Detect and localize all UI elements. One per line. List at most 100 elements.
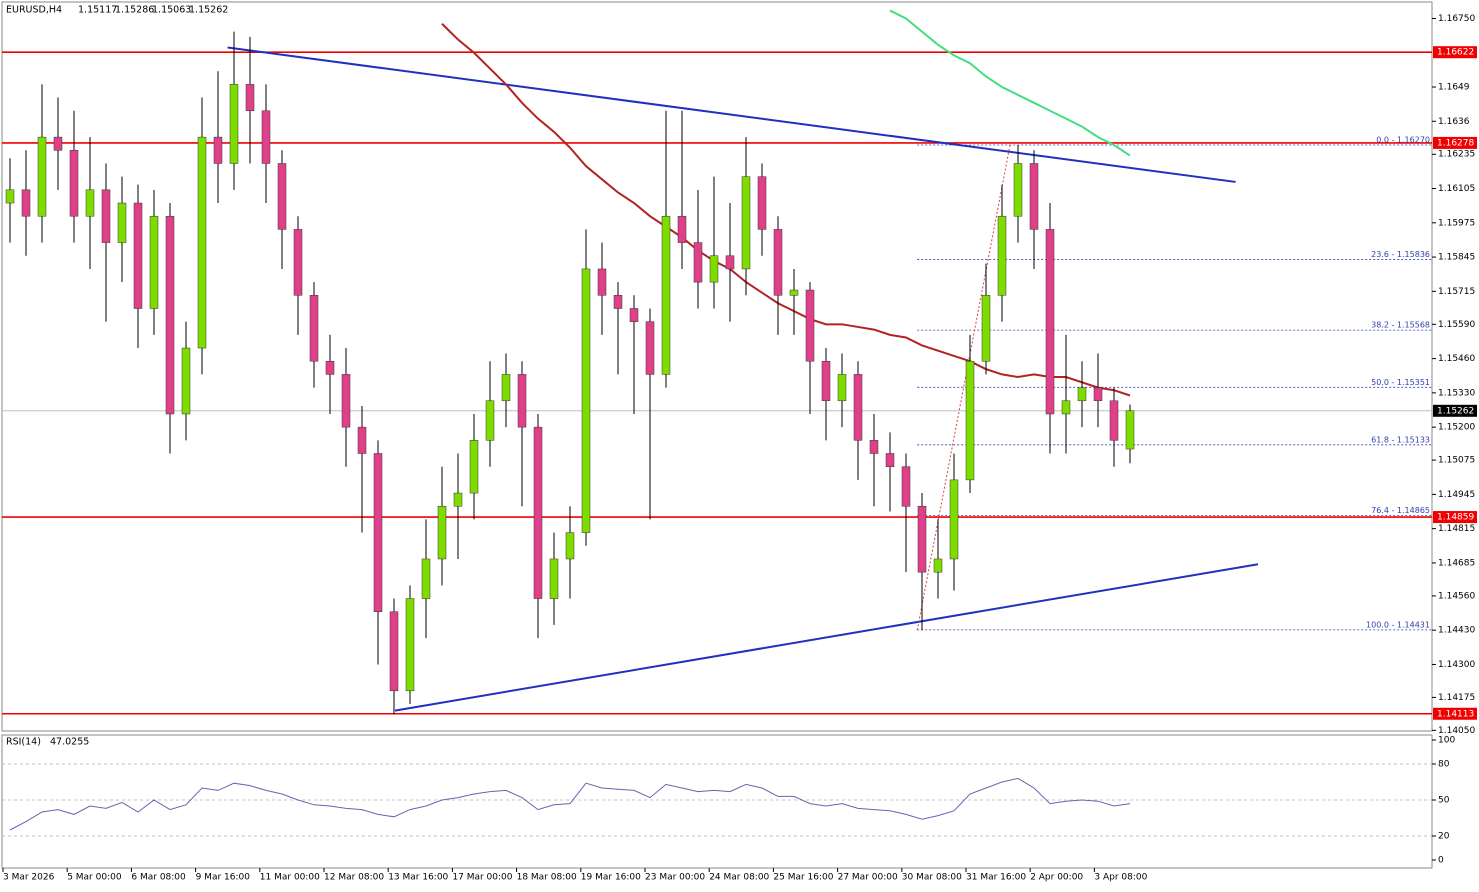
- y-tick-label: 1.14560: [1438, 591, 1475, 601]
- candle-body: [677, 215, 687, 243]
- y-tick-label: 1.1636: [1438, 117, 1470, 127]
- candle-body: [1109, 400, 1119, 441]
- rsi-value: 47.0255: [50, 737, 89, 748]
- level-tag: [1433, 136, 1477, 149]
- price-tag: [1433, 404, 1477, 417]
- candle-body: [165, 215, 175, 415]
- candle-body: [405, 598, 415, 692]
- candle-body: [1061, 400, 1071, 415]
- rsi-tick-label: 100: [1438, 736, 1455, 746]
- y-tick-label: 1.15590: [1438, 320, 1475, 330]
- candle-body: [949, 479, 959, 560]
- x-tick-label: 23 Mar 00:00: [645, 873, 705, 883]
- candle-body: [805, 289, 815, 362]
- fib-label: 0.0 - 1.16270: [1376, 136, 1430, 145]
- candle-body: [69, 150, 79, 217]
- x-tick-label: 6 Mar 08:00: [131, 873, 186, 883]
- fib-label: 76.4 - 1.14865: [1371, 506, 1430, 515]
- candle-body: [885, 453, 895, 467]
- trendline: [227, 46, 1236, 183]
- candle-body: [549, 558, 559, 599]
- fib-label: 100.0 - 1.14431: [1366, 620, 1430, 629]
- candle-body: [773, 229, 783, 296]
- candle-body: [181, 347, 191, 415]
- candle-body: [469, 440, 479, 494]
- candle-body: [693, 242, 703, 283]
- x-tick-label: 17 Mar 00:00: [452, 873, 512, 883]
- x-tick-label: 5 Mar 00:00: [67, 873, 122, 883]
- candle-body: [101, 189, 111, 243]
- candle-body: [1093, 387, 1103, 402]
- level-label: 1.16278: [1437, 138, 1474, 148]
- x-tick-label: 27 Mar 00:00: [838, 873, 898, 883]
- rsi-panel: [1, 734, 1433, 869]
- y-tick-label: 1.14815: [1438, 524, 1475, 534]
- x-tick-label: 18 Mar 08:00: [517, 873, 577, 883]
- rsi-tick-label: 50: [1438, 796, 1450, 806]
- candle-body: [389, 611, 399, 692]
- candle-body: [965, 360, 975, 481]
- candle-body: [1077, 387, 1087, 402]
- candle-body: [533, 426, 543, 599]
- x-tick-label: 24 Mar 08:00: [709, 873, 769, 883]
- candle-body: [37, 136, 47, 217]
- candle-body: [1029, 163, 1039, 230]
- candle-body: [821, 360, 831, 402]
- candle-body: [853, 374, 863, 441]
- candle-body: [1013, 163, 1023, 217]
- candle-body: [901, 466, 911, 507]
- candle-body: [981, 295, 991, 362]
- candle-body: [597, 268, 607, 296]
- moving-average: [889, 9, 1131, 157]
- y-tick-label: 1.15975: [1438, 218, 1475, 228]
- x-tick-label: 30 Mar 08:00: [902, 873, 962, 883]
- main-panel: [1, 1, 1433, 732]
- candle-body: [517, 374, 527, 428]
- y-tick-label: 1.16105: [1438, 184, 1475, 194]
- candle-body: [741, 176, 751, 270]
- y-tick-label: 1.14050: [1438, 726, 1475, 736]
- candle-body: [357, 426, 367, 454]
- candle-body: [917, 505, 927, 573]
- x-tick-label: 31 Mar 16:00: [966, 873, 1026, 883]
- x-tick-label: 3 Mar 2026: [3, 873, 55, 883]
- level-tag: [1433, 46, 1477, 59]
- candle-body: [421, 558, 431, 599]
- x-tick-label: 12 Mar 08:00: [324, 873, 384, 883]
- candle-body: [245, 84, 255, 111]
- candle-body: [5, 189, 15, 204]
- candle-body: [437, 505, 447, 560]
- candle-body: [1125, 410, 1135, 450]
- candle-body: [933, 558, 943, 573]
- candle-body: [1045, 229, 1055, 415]
- candle-body: [53, 136, 63, 151]
- fib-label: 61.8 - 1.15133: [1371, 435, 1430, 444]
- x-tick-label: 3 Apr 08:00: [1094, 873, 1147, 883]
- candle-body: [757, 176, 767, 230]
- candle-body: [21, 189, 31, 217]
- rsi-plot: [2, 763, 1432, 837]
- x-tick-label: 11 Mar 00:00: [260, 873, 320, 883]
- trendline: [394, 563, 1259, 712]
- y-tick-label: 1.15075: [1438, 456, 1475, 466]
- candle-body: [837, 374, 847, 402]
- rsi-tick-label: 80: [1438, 760, 1450, 770]
- candle-body: [613, 295, 623, 309]
- candle-body: [485, 400, 495, 441]
- candle-body: [581, 268, 591, 533]
- candle-body: [149, 215, 159, 309]
- level-tag: [1433, 511, 1477, 524]
- y-tick-label: 1.14175: [1438, 693, 1475, 703]
- ohlc-low: 1.15063: [152, 5, 191, 16]
- rsi-tick-label: 0: [1438, 856, 1444, 866]
- candle-body: [293, 229, 303, 296]
- y-tick-label: 1.15200: [1438, 423, 1475, 433]
- rsi-tick-label: 20: [1438, 832, 1450, 842]
- x-tick-label: 13 Mar 16:00: [388, 873, 448, 883]
- ohlc-open: 1.15117: [78, 5, 117, 16]
- candle-body: [277, 163, 287, 230]
- fib-label: 23.6 - 1.15836: [1371, 250, 1430, 259]
- fib-label: 50.0 - 1.15351: [1371, 378, 1430, 387]
- candle-body: [453, 492, 463, 507]
- main-plot: [2, 9, 1432, 715]
